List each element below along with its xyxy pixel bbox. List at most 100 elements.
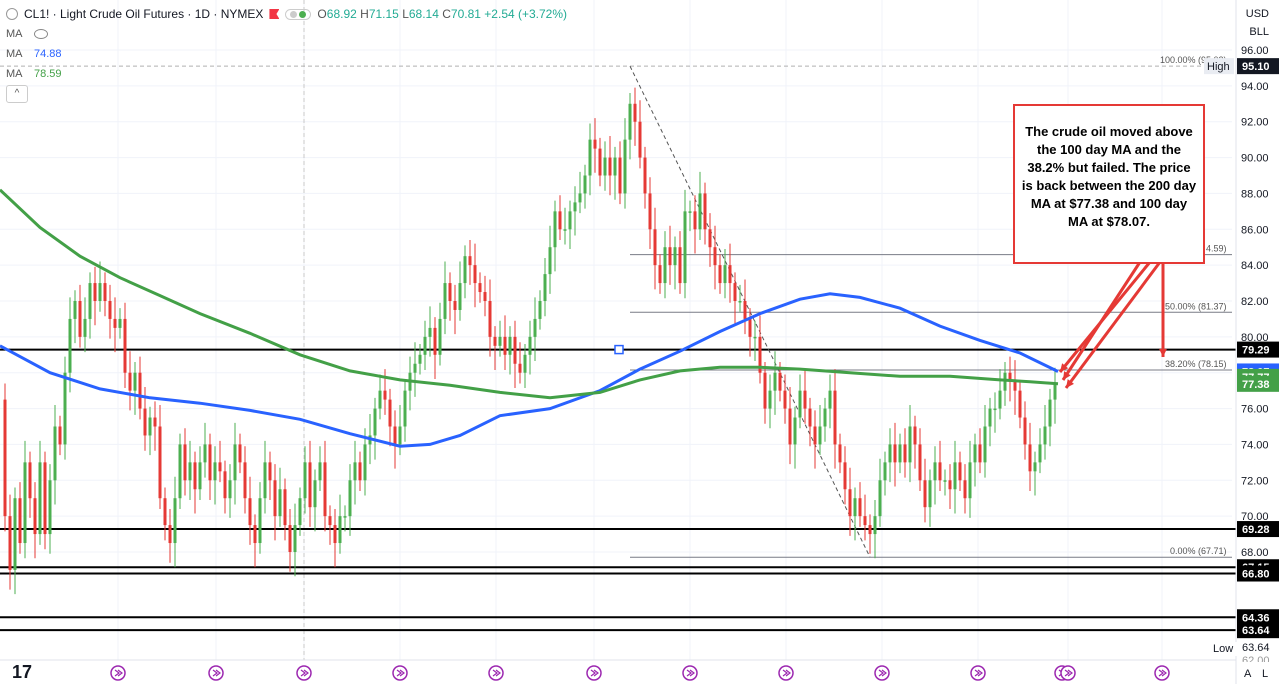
candle-body xyxy=(533,318,537,337)
candle-body xyxy=(898,444,902,463)
price-tag-label-bg xyxy=(1237,58,1279,75)
candle-body xyxy=(993,408,997,411)
hidden-eye-icon[interactable] xyxy=(34,29,48,39)
candle-body xyxy=(928,480,932,508)
candle-body xyxy=(443,283,447,319)
candle-body xyxy=(313,480,317,508)
ma-row-1[interactable]: MA 74.88 xyxy=(6,44,567,64)
candle-body xyxy=(203,444,207,463)
candle-body xyxy=(963,480,967,499)
candle-body xyxy=(238,444,242,463)
candle-body xyxy=(563,229,567,231)
close-value: 70.81 xyxy=(450,7,481,21)
event-marker-icon xyxy=(110,665,126,681)
axis-tick-label: 70.00 xyxy=(1241,511,1269,523)
arrow-head xyxy=(1159,348,1167,357)
ma-name: MA xyxy=(6,28,23,40)
log-scale-button[interactable]: L xyxy=(1262,668,1269,680)
candle-body xyxy=(153,417,157,427)
candle-body xyxy=(458,283,462,310)
close-label: C xyxy=(442,7,451,21)
flag-icon[interactable] xyxy=(269,9,280,19)
candle-body xyxy=(1018,390,1022,418)
candle-body xyxy=(593,139,597,149)
candle-body xyxy=(448,283,452,301)
candle-body xyxy=(3,399,7,517)
currency-button[interactable]: USD xyxy=(1245,8,1269,20)
candle-body xyxy=(303,462,307,499)
ma-200-line xyxy=(0,188,1059,400)
candle-body xyxy=(528,336,532,355)
annotation-box: The crude oil moved above the 100 day MA… xyxy=(1013,104,1205,264)
event-marker-glyph xyxy=(686,669,695,677)
candle-body xyxy=(988,408,992,427)
axis-tick-label: 72.00 xyxy=(1241,475,1269,487)
candle-body xyxy=(683,211,687,284)
candle-body xyxy=(208,444,212,481)
candle-body xyxy=(373,408,377,436)
event-marker-glyph xyxy=(1158,669,1167,677)
candle-body xyxy=(498,336,502,346)
level-price-label-bg xyxy=(1237,622,1279,639)
event-marker-icon xyxy=(488,665,504,681)
candle-body xyxy=(263,462,267,499)
candle-body xyxy=(393,426,397,445)
candle-body xyxy=(573,202,577,212)
arrow-head xyxy=(1063,371,1071,380)
fib-level-label: 38.20% (78.15) xyxy=(1165,359,1227,369)
event-marker-icon xyxy=(296,665,312,681)
candle-body xyxy=(468,256,472,266)
candle-body xyxy=(703,193,707,230)
candle-body xyxy=(588,139,592,176)
candle-body xyxy=(863,516,867,526)
high-value: 71.15 xyxy=(368,7,399,21)
candle-body xyxy=(558,211,562,230)
time-axis[interactable]: 17 xyxy=(0,659,1236,682)
level-price-label: 79.29 xyxy=(1242,345,1270,357)
candle-body xyxy=(93,283,97,301)
ma-row-2[interactable]: MA 78.59 xyxy=(6,64,567,84)
candle-body xyxy=(628,103,632,140)
candle-body xyxy=(88,283,92,319)
candle-body xyxy=(168,525,172,544)
ma-name: MA xyxy=(6,68,23,80)
collapse-legend-button[interactable]: ^ xyxy=(6,85,28,103)
candle-body xyxy=(913,426,917,445)
candle-body xyxy=(68,318,72,373)
symbol-title[interactable]: CL1! · Light Crude Oil Futures · 1D · NY… xyxy=(24,7,264,21)
candle-body xyxy=(13,498,17,570)
candle-body xyxy=(63,372,67,445)
candle-body xyxy=(178,444,182,499)
axis-tick-label: 90.00 xyxy=(1241,153,1269,165)
candle-body xyxy=(488,301,492,337)
market-status-icon[interactable] xyxy=(285,8,312,20)
auto-scale-button[interactable]: A xyxy=(1244,668,1252,680)
candle-body xyxy=(273,480,277,517)
ma-row-0[interactable]: MA xyxy=(6,24,567,44)
level-price-label-bg xyxy=(1237,521,1279,538)
axis-tick-label: 94.00 xyxy=(1241,81,1269,93)
candle-body xyxy=(613,157,617,176)
event-marker-glyph xyxy=(782,669,791,677)
candle-body xyxy=(363,444,367,481)
candle-body xyxy=(123,318,127,373)
event-marker-glyph xyxy=(212,669,221,677)
unit-button[interactable]: BLL xyxy=(1249,26,1269,38)
candle-body xyxy=(218,462,222,472)
candle-body xyxy=(633,103,637,122)
candle-body xyxy=(833,390,837,445)
candle-body xyxy=(903,444,907,463)
candle-body xyxy=(198,462,202,490)
candle-body xyxy=(983,426,987,463)
candle-body xyxy=(463,256,467,284)
candle-body xyxy=(808,408,812,427)
symbol-logo-icon[interactable] xyxy=(6,8,18,20)
moving-averages xyxy=(0,188,1059,448)
axis-tick-label: 88.00 xyxy=(1241,188,1269,200)
candle-body xyxy=(908,426,912,463)
candle-body xyxy=(508,336,512,355)
candle-body xyxy=(78,301,82,337)
candle-body xyxy=(858,498,862,517)
candle-body xyxy=(358,462,362,481)
